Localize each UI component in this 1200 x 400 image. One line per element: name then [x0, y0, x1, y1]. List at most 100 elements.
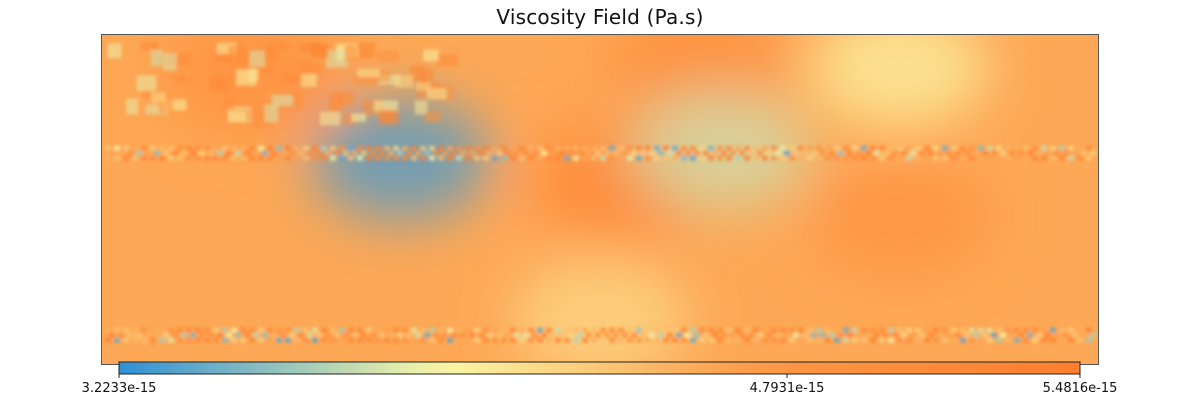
- band-cell: [177, 155, 183, 161]
- band-cell: [816, 155, 822, 161]
- band-cell: [717, 337, 723, 343]
- band-cell: [852, 145, 858, 151]
- band-cell: [690, 327, 696, 333]
- band-cell: [996, 337, 1002, 343]
- band-cell: [195, 337, 201, 343]
- band-cell: [361, 150, 367, 156]
- band-cell: [316, 150, 322, 156]
- band-cell: [285, 155, 291, 161]
- band-cell: [1059, 145, 1065, 151]
- band-cell: [699, 337, 705, 343]
- band-cell: [321, 327, 327, 333]
- band-cell: [438, 337, 444, 343]
- band-cell: [1032, 337, 1038, 343]
- band-cell: [1009, 150, 1015, 156]
- band-cell: [204, 327, 210, 333]
- band-cell: [780, 327, 786, 333]
- band-cell: [222, 145, 228, 151]
- band-cell: [703, 150, 709, 156]
- band-cell: [924, 327, 930, 333]
- band-cell: [672, 327, 678, 333]
- band-cell: [1045, 150, 1051, 156]
- band-cell: [600, 145, 606, 151]
- band-cell: [510, 327, 516, 333]
- band-cell: [528, 155, 534, 161]
- band-cell: [172, 150, 178, 156]
- band-cell: [186, 337, 192, 343]
- band-cell: [982, 332, 988, 338]
- band-cell: [937, 150, 943, 156]
- band-cell: [969, 155, 975, 161]
- band-cell: [415, 150, 421, 156]
- band-cell: [843, 145, 849, 151]
- band-cell: [244, 150, 250, 156]
- band-cell: [397, 332, 403, 338]
- band-cell: [946, 332, 952, 338]
- band-cell: [825, 155, 831, 161]
- band-cell: [595, 150, 601, 156]
- speckle-cell: [319, 111, 341, 126]
- band-cell: [559, 332, 565, 338]
- band-cell: [721, 150, 727, 156]
- band-cell: [654, 327, 660, 333]
- band-cell: [159, 327, 165, 333]
- speckle-cell: [298, 61, 321, 75]
- band-cell: [397, 150, 403, 156]
- band-cell: [420, 327, 426, 333]
- band-cell: [204, 155, 210, 161]
- band-cell: [366, 337, 372, 343]
- band-cell: [141, 145, 147, 151]
- speckle-cell: [145, 104, 169, 115]
- band-cell: [118, 332, 124, 338]
- band-cell: [487, 332, 493, 338]
- band-cell: [424, 150, 430, 156]
- band-cell: [474, 145, 480, 151]
- band-cell: [555, 337, 561, 343]
- band-cell: [609, 155, 615, 161]
- band-cell: [771, 155, 777, 161]
- band-cell: [1086, 327, 1092, 333]
- band-cell: [856, 150, 862, 156]
- band-cell: [699, 155, 705, 161]
- band-cell: [735, 155, 741, 161]
- band-cell: [753, 155, 759, 161]
- band-cell: [649, 150, 655, 156]
- band-cell: [541, 332, 547, 338]
- band-cell: [793, 332, 799, 338]
- band-cell: [946, 150, 952, 156]
- band-cell: [438, 145, 444, 151]
- band-cell: [820, 150, 826, 156]
- band-cell: [231, 155, 237, 161]
- band-cell: [955, 332, 961, 338]
- band-cell: [937, 332, 943, 338]
- band-cell: [1005, 327, 1011, 333]
- band-cell: [604, 150, 610, 156]
- band-cell: [177, 145, 183, 151]
- band-cell: [109, 332, 115, 338]
- band-cell: [312, 145, 318, 151]
- band-cell: [721, 332, 727, 338]
- speckle-cell: [236, 69, 257, 86]
- speckle-cell: [353, 73, 377, 86]
- band-cell: [739, 150, 745, 156]
- band-cell: [105, 327, 111, 333]
- band-cell: [379, 150, 385, 156]
- band-cell: [600, 155, 606, 161]
- band-cell: [555, 327, 561, 333]
- band-cell: [330, 145, 336, 151]
- band-cell: [541, 150, 547, 156]
- band-cell: [631, 332, 637, 338]
- speckle-cell: [410, 65, 425, 82]
- band-cell: [771, 337, 777, 343]
- band-cell: [582, 145, 588, 151]
- speckle-cell: [264, 104, 279, 123]
- band-cell: [591, 145, 597, 151]
- band-cell: [411, 337, 417, 343]
- band-cell: [784, 332, 790, 338]
- band-cell: [1086, 145, 1092, 151]
- band-cell: [834, 155, 840, 161]
- band-cell: [388, 332, 394, 338]
- band-cell: [154, 150, 160, 156]
- band-cell: [267, 145, 273, 151]
